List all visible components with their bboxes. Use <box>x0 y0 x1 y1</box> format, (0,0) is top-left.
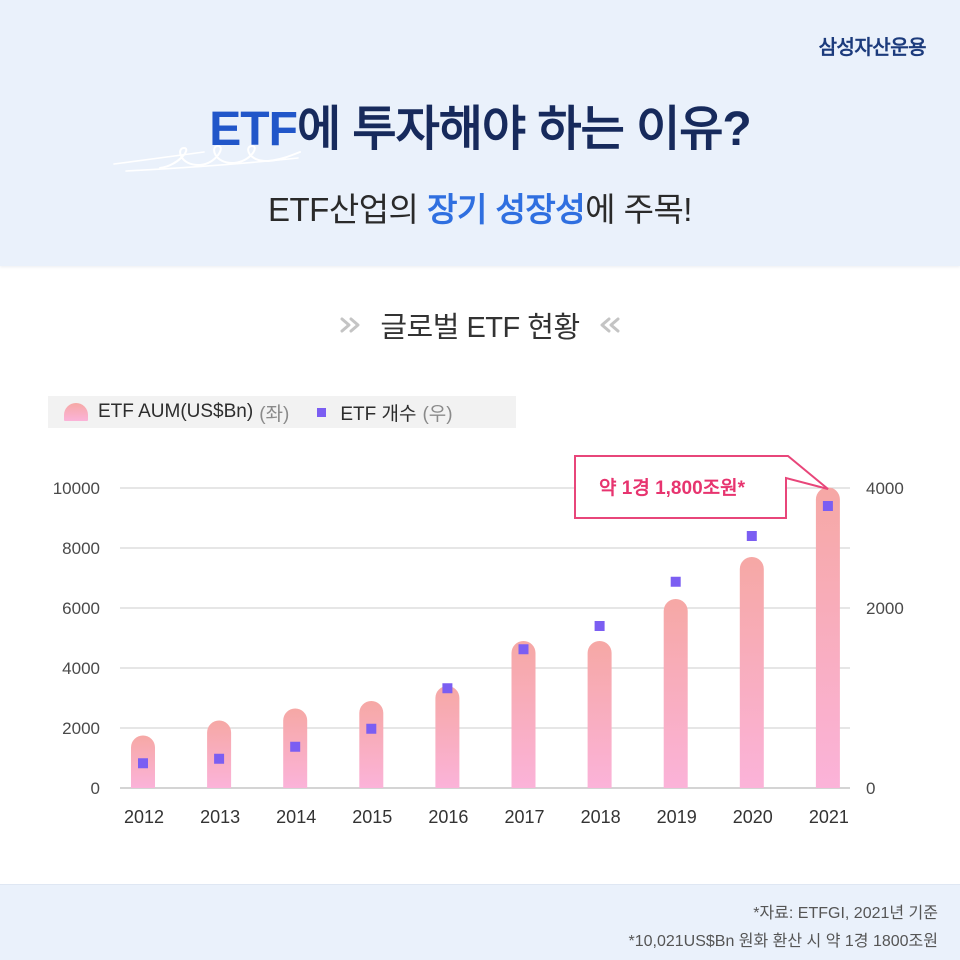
chart-legend: ETF AUM(US$Bn) (좌) ETF 개수 (우) <box>48 396 516 428</box>
aum-bar <box>739 557 764 788</box>
aum-bar <box>587 641 612 788</box>
aum-bar <box>511 641 536 788</box>
count-marker <box>594 621 605 631</box>
square-swatch-icon <box>317 407 327 417</box>
subtitle-highlight: 장기 성장성 <box>427 191 586 228</box>
subtitle-pre: ETF산업의 <box>268 191 428 228</box>
x-axis: 2012 2013 2014 2015 2016 2017 2018 2019 2020 2021 <box>124 807 849 827</box>
footer-source: *자료: ETFGI, 2021년 기준 <box>753 905 938 922</box>
x-tick-label: 2019 <box>657 807 697 827</box>
callout-text: 약 1경 1,800조원* <box>599 477 746 499</box>
y-left-tick-label: 8000 <box>62 539 100 558</box>
x-tick-label: 2021 <box>809 807 849 827</box>
y-right-tick-label: 0 <box>866 779 875 798</box>
title-rest: 에 투자해야 하는 이유? <box>296 103 752 156</box>
double-chevron-right-icon <box>340 317 360 333</box>
y-right-tick-label: 4000 <box>866 479 904 498</box>
callout: 약 1경 1,800조원* <box>574 455 829 519</box>
legend-item-count: ETF 개수 (우) <box>317 399 453 426</box>
footer-note: *10,021US$Bn 원화 환산 시 약 1경 1800조원 <box>628 933 938 950</box>
section-title: 글로벌 ETF 현황 <box>380 312 580 344</box>
count-markers <box>138 501 833 769</box>
count-marker <box>518 644 529 655</box>
rounded-bar-swatch-icon <box>64 403 88 421</box>
x-tick-label: 2016 <box>428 807 468 827</box>
count-marker <box>366 723 377 734</box>
legend-item-aum: ETF AUM(US$Bn) (좌) <box>64 399 289 426</box>
page-title: ETF에 투자해야 하는 이유? <box>0 101 960 159</box>
x-tick-label: 2013 <box>200 807 240 827</box>
y-left-tick-label: 4000 <box>62 659 100 678</box>
x-tick-label: 2015 <box>352 807 392 827</box>
section-heading: 글로벌 ETF 현황 <box>0 303 960 347</box>
count-marker <box>670 576 681 587</box>
aum-bars <box>131 487 840 788</box>
x-tick-label: 2017 <box>504 807 544 827</box>
y-right-tick-label: 2000 <box>866 599 904 618</box>
double-chevron-left-icon <box>600 317 620 333</box>
aum-bar <box>359 701 384 788</box>
footer: *자료: ETFGI, 2021년 기준 *10,021US$Bn 원화 환산 … <box>0 884 960 960</box>
x-tick-label: 2014 <box>276 807 316 827</box>
aum-bar <box>435 686 460 788</box>
legend-axis-note-right: (우) <box>422 403 453 425</box>
brand-name: 삼성자산운용 <box>818 37 927 59</box>
legend-label-count: ETF 개수 <box>340 403 417 425</box>
aum-bar <box>663 599 688 788</box>
title-highlight: ETF <box>209 103 298 156</box>
count-marker <box>214 753 225 764</box>
page-subtitle: ETF산업의 장기 성장성에 주목! <box>0 188 960 232</box>
left-axis: 10000 8000 6000 4000 2000 0 <box>53 479 100 798</box>
count-marker <box>746 531 757 541</box>
header-band: 삼성자산운용 ETF에 투자해야 하는 이유? ETF산업의 장기 성장성에 주… <box>0 0 960 266</box>
y-left-tick-label: 6000 <box>62 599 100 618</box>
legend-axis-note-left: (좌) <box>259 403 290 425</box>
gridlines <box>120 487 850 789</box>
x-tick-label: 2018 <box>581 807 621 827</box>
scribble-decoration <box>113 145 301 172</box>
y-left-tick-label: 0 <box>91 779 100 798</box>
subtitle-post: 에 주목! <box>585 191 692 228</box>
count-marker <box>290 741 301 752</box>
count-marker <box>138 758 148 769</box>
count-marker <box>822 501 833 511</box>
callout-box <box>574 455 829 519</box>
legend-label-aum: ETF AUM(US$Bn) <box>98 401 254 422</box>
y-left-tick-label: 10000 <box>53 479 100 498</box>
x-tick-label: 2020 <box>733 807 773 827</box>
y-left-tick-label: 2000 <box>62 719 100 738</box>
count-marker <box>442 683 453 694</box>
aum-bar <box>815 487 840 788</box>
x-tick-label: 2012 <box>124 807 164 827</box>
right-axis: 4000 2000 0 <box>866 479 904 798</box>
